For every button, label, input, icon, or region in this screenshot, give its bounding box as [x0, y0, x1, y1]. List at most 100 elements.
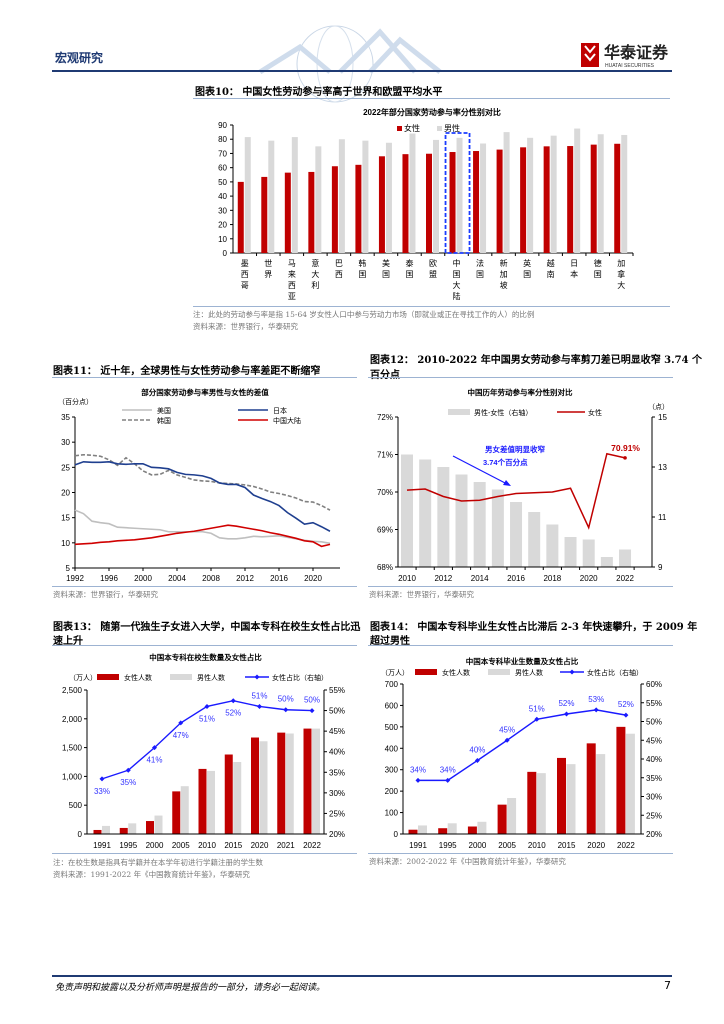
x-tick-label: 2016 [270, 574, 288, 583]
bar-gap [473, 482, 486, 567]
x-tick-label: 2000 [134, 574, 152, 583]
legend-swatch [97, 674, 119, 680]
bar-gap [510, 502, 523, 567]
diamond-marker [445, 777, 451, 783]
label-char: 本 [570, 269, 578, 279]
chart-china-labor-participation: 中国历年劳动参与率分性别对比 68% 69% 70% 71% 72% 9 11 13 15 （点） 2… [377, 387, 669, 583]
y-tick-label-left: 69% [377, 526, 393, 535]
diamond-marker [504, 737, 510, 743]
y-tick-label: 35 [61, 413, 70, 422]
label-char: 国 [358, 270, 366, 279]
label-char: 新 [500, 258, 508, 268]
bar-gap [455, 474, 468, 567]
x-tick-label: 2000 [469, 841, 487, 850]
bar-male [527, 137, 534, 253]
bar-female [93, 829, 102, 834]
bar-gap [600, 557, 613, 567]
label-char: 国 [382, 270, 390, 279]
x-tick-label: 世界 [264, 258, 272, 279]
legend-label: 女性人数 [442, 668, 470, 677]
bar-male [566, 764, 576, 834]
x-tick-label: 中国大陆 [453, 258, 461, 301]
x-tick-label: 2015 [558, 841, 576, 850]
section-label: 宏观研究 [55, 51, 104, 65]
figure-12-title-line2: 百分点 [370, 370, 400, 381]
figure-14-title-line1: 图表14： 中国本专科毕业生女性占比滞后 2-3 年快速攀升，于 2009 年 [370, 622, 698, 633]
bar-male [154, 815, 163, 834]
label-char: 来 [288, 270, 296, 279]
y-tick-label-left: 71% [377, 451, 393, 460]
bar-female [284, 172, 291, 253]
legend-label: 女性占比（右轴） [272, 673, 328, 682]
figure-13-note: 注：在校生数是指具有学籍并在本学年初进行学籍注册的学生数 [53, 858, 263, 867]
bar-male [433, 139, 439, 253]
bar-female [438, 828, 448, 834]
y-tick-label-left: 700 [385, 680, 399, 689]
label-char: 日 [570, 259, 578, 268]
bar-gap [619, 549, 632, 567]
legend-swatch [415, 669, 437, 675]
bar-female [224, 754, 233, 834]
x-tick-label: 日本 [570, 259, 578, 279]
y-tick-label-left: 100 [385, 809, 399, 818]
bar-female [303, 728, 312, 834]
y-tick-label: 20 [61, 489, 70, 498]
highlight-box [444, 132, 471, 254]
bar-female [473, 151, 480, 253]
chart-gender-gap-by-country: 部分国家劳动参与率男性与女性的差值 （百分点） 5 10 15 20 25 30 35 1992 1… [58, 387, 340, 583]
bar-male [259, 741, 268, 834]
x-tick-label: 2012 [236, 574, 254, 583]
y-tick-label-right: 30% [329, 789, 345, 798]
data-label: 51% [529, 704, 545, 713]
y-tick-label-right: 25% [329, 809, 345, 818]
y-tick-label: 10 [218, 235, 227, 244]
diamond-marker [230, 698, 236, 704]
x-tick-label: 1995 [439, 841, 457, 850]
x-tick-label: 墨西哥 [241, 259, 249, 290]
label-char: 大 [617, 280, 625, 290]
x-tick-label: 2022 [617, 841, 635, 850]
x-tick-label: 德国 [594, 258, 602, 279]
y-tick-label-right: 55% [329, 686, 345, 695]
x-tick-label: 2010 [528, 841, 546, 850]
bar-male [574, 128, 581, 253]
bar-male [312, 728, 320, 834]
y-tick-label: 80 [218, 135, 227, 144]
figure-11-source: 资料来源：世界银行，华泰研究 [53, 590, 158, 599]
x-tick-label: 1995 [119, 841, 137, 850]
diamond-marker [309, 708, 315, 714]
x-tick-label: 加拿大 [617, 258, 625, 290]
label-char: 国 [453, 270, 461, 279]
label-char: 马 [288, 259, 296, 268]
bar-male [536, 773, 546, 834]
bar-female [590, 144, 597, 253]
bar-male [625, 733, 635, 834]
label-char: 南 [547, 269, 555, 279]
legend-label: 美国 [157, 406, 171, 415]
female-share-line [418, 709, 627, 782]
y-tick-label-right: 35% [646, 774, 662, 783]
series-line-3 [74, 524, 331, 548]
y-tick-label-left: 70% [377, 488, 393, 497]
bar-male [477, 821, 487, 834]
chart-graduates: 中国本专科毕业生数量及女性占比（万人）1991 1995 2000 2005 2010 2… [381, 656, 662, 850]
data-label: 47% [173, 731, 189, 740]
diamond-marker [283, 707, 289, 713]
bar-male [597, 134, 604, 253]
bar-female [402, 154, 409, 253]
label-char: 西 [288, 281, 296, 290]
bar-male [456, 137, 463, 253]
bar-male [447, 823, 457, 834]
y-tick-label: 40 [218, 192, 227, 201]
figure-14-title-line2: 超过男性 [370, 636, 410, 647]
x-tick-label: 2021 [277, 841, 295, 850]
bar-male [385, 142, 392, 253]
chart-title: 部分国家劳动参与率男性与女性的差值 [141, 387, 269, 397]
legend-label: 男性 [444, 123, 460, 133]
y-tick-label-right: 20% [646, 830, 662, 839]
y-tick-label-right: 35% [329, 768, 345, 777]
chart-title: 2022年部分国家劳动参与率分性别对比 [363, 107, 501, 117]
bar-male [207, 770, 215, 834]
label-char: 德 [594, 258, 602, 268]
y-axis-unit: （百分点） [58, 397, 93, 406]
